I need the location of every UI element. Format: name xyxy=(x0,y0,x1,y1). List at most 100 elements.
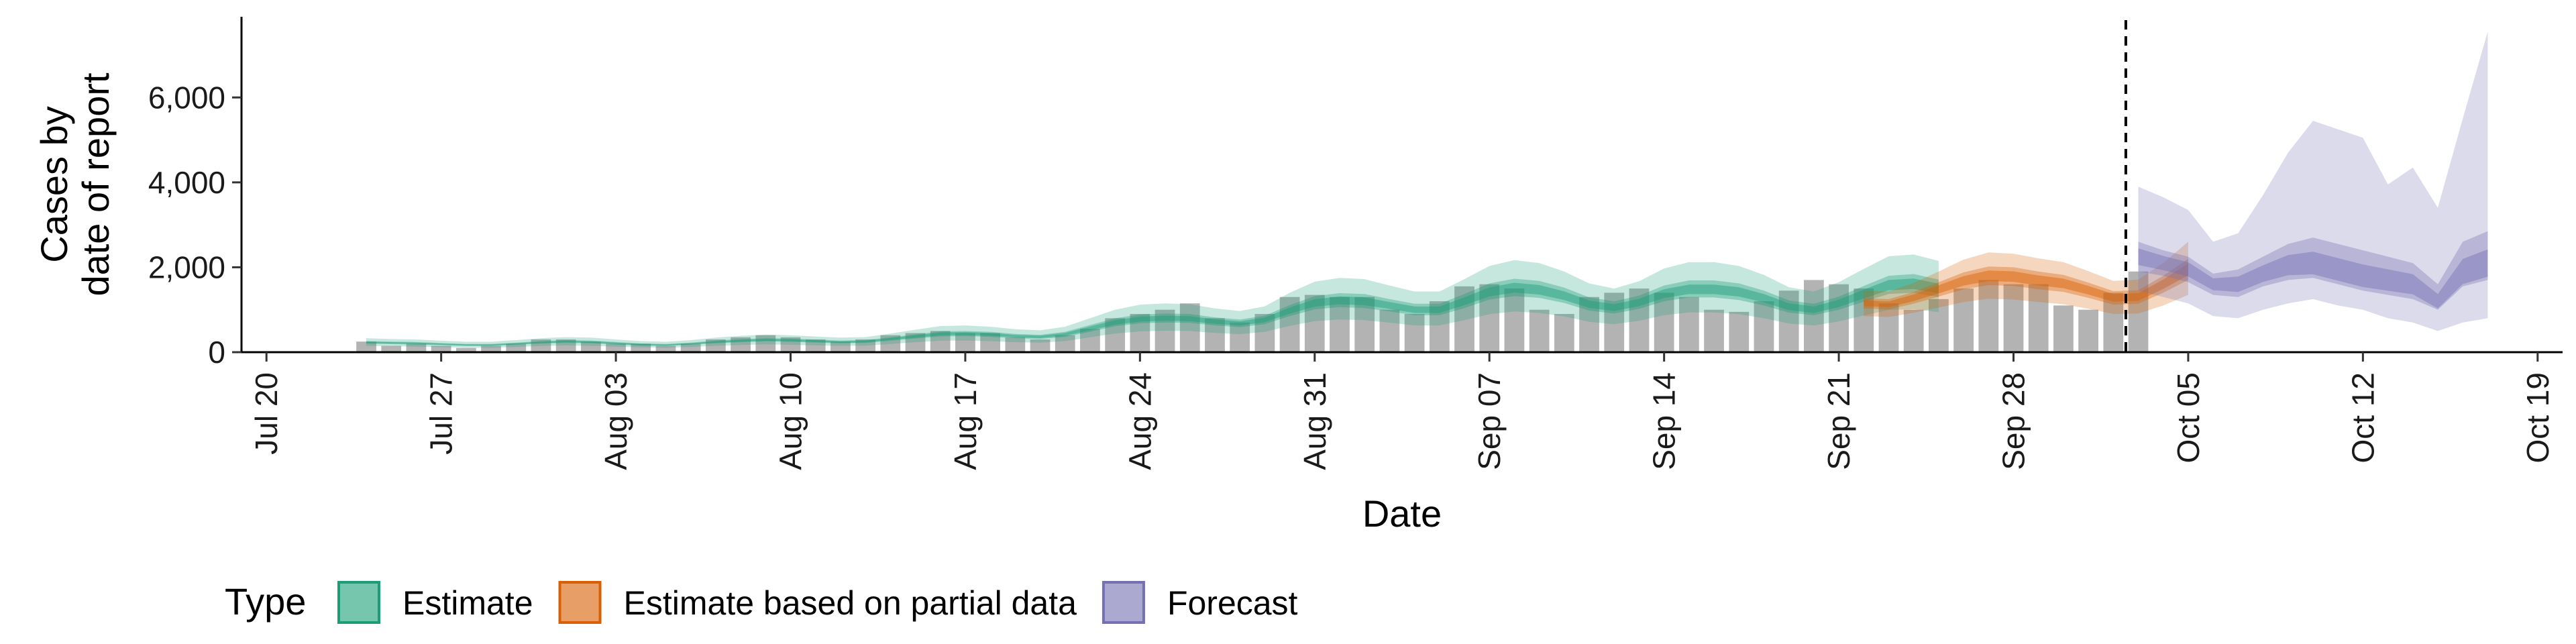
bar-reported-cases xyxy=(1155,309,1175,352)
bar-reported-cases xyxy=(1379,309,1400,352)
x-tick-label: Sep 21 xyxy=(1821,372,1856,470)
bar-reported-cases xyxy=(1579,297,1599,352)
bar-reported-cases xyxy=(431,345,451,352)
bar-reported-cases xyxy=(1005,337,1026,352)
bar-reported-cases xyxy=(1829,284,1849,352)
legend-key-0 xyxy=(337,581,380,624)
x-tick-label: Oct 12 xyxy=(2345,372,2380,464)
x-tick-label: Sep 14 xyxy=(1647,372,1682,470)
bar-reported-cases xyxy=(406,343,427,352)
y-tick-label: 0 xyxy=(208,335,225,370)
bar-reported-cases xyxy=(880,335,901,352)
bar-reported-cases xyxy=(1729,311,1750,352)
bar-reported-cases xyxy=(1678,297,1699,352)
legend-key-1 xyxy=(558,581,602,624)
bar-reported-cases xyxy=(855,339,875,352)
x-tick-label: Sep 07 xyxy=(1472,372,1507,470)
bar-reported-cases xyxy=(580,341,601,352)
bar-reported-cases xyxy=(755,335,776,352)
bar-reported-cases xyxy=(1803,280,1824,352)
x-tick-label: Jul 20 xyxy=(249,372,284,455)
x-tick-label: Sep 28 xyxy=(1996,372,2031,470)
estimate-ci50-band xyxy=(366,274,1939,346)
bar-reported-cases xyxy=(1778,290,1799,352)
bar-reported-cases xyxy=(1304,294,1325,352)
bar-reported-cases xyxy=(1354,297,1375,352)
bar-reported-cases xyxy=(381,345,402,352)
bar-reported-cases xyxy=(1878,303,1899,352)
legend: Type Estimate Estimate based on partial da… xyxy=(225,580,1298,624)
bar-reported-cases xyxy=(1080,329,1100,352)
bar-reported-cases xyxy=(1330,297,1350,352)
bar-reported-cases xyxy=(1529,309,1550,352)
bar-reported-cases xyxy=(655,345,676,352)
bar-reported-cases xyxy=(930,331,951,352)
y-axis-title-line: date of report xyxy=(74,72,117,297)
bar-reported-cases xyxy=(531,339,551,352)
estimate-ci90-band xyxy=(366,254,1939,348)
estimate-bands xyxy=(366,32,2488,348)
x-tick-label: Aug 24 xyxy=(1122,372,1157,470)
bar-reported-cases xyxy=(1279,297,1300,352)
bar-reported-cases xyxy=(1978,280,1999,352)
legend-label: Forecast xyxy=(1167,584,1298,622)
bar-reported-cases xyxy=(506,343,527,352)
x-tick-label: Aug 31 xyxy=(1297,372,1332,470)
bar-reported-cases xyxy=(1604,292,1625,352)
axes: 0 2,000 4,000 6,000 Jul 20 Jul 27 Aug 03 Aug 10… xyxy=(33,17,2563,535)
bar-reported-cases xyxy=(830,341,851,352)
bar-reported-cases xyxy=(1704,309,1724,352)
bar-reported-cases xyxy=(1854,288,1874,352)
bar-reported-cases xyxy=(1179,303,1200,352)
partial-estimate-ci90-band xyxy=(1864,241,2188,317)
bar-reported-cases xyxy=(1429,301,1450,352)
bar-reported-cases xyxy=(606,343,626,352)
bar-reported-cases xyxy=(1404,314,1425,352)
reported-cases-bars xyxy=(356,271,2149,352)
bar-reported-cases xyxy=(455,347,476,352)
bar-reported-cases xyxy=(2003,284,2024,352)
x-tick-label: Oct 19 xyxy=(2520,372,2555,464)
bar-reported-cases xyxy=(706,339,726,352)
bar-reported-cases xyxy=(1130,314,1150,352)
y-tick-label: 4,000 xyxy=(148,165,225,200)
y-axis-title-line: Cases by xyxy=(33,106,75,262)
x-tick-label: Aug 03 xyxy=(598,372,633,470)
bar-reported-cases xyxy=(2078,309,2098,352)
bar-reported-cases xyxy=(481,345,501,352)
forecast-ci50-band xyxy=(2138,231,2488,310)
bar-reported-cases xyxy=(1205,318,1225,352)
legend-key-2 xyxy=(1102,581,1145,624)
bar-reported-cases xyxy=(2053,305,2074,352)
bar-reported-cases xyxy=(2028,284,2049,352)
forecast-ci90-band xyxy=(2138,32,2488,331)
bar-reported-cases xyxy=(2103,292,2124,352)
bar-reported-cases xyxy=(1629,288,1650,352)
y-tick-label: 2,000 xyxy=(148,250,225,284)
estimate-median-band xyxy=(366,278,1939,346)
bar-reported-cases xyxy=(2128,271,2149,352)
bar-reported-cases xyxy=(1754,301,1774,352)
legend-label: Estimate xyxy=(402,584,533,622)
bar-reported-cases xyxy=(980,333,1001,352)
x-tick-label: Aug 10 xyxy=(773,372,808,470)
bar-reported-cases xyxy=(1105,318,1126,352)
x-tick-label: Aug 17 xyxy=(948,372,983,470)
bar-reported-cases xyxy=(1254,314,1275,352)
bar-reported-cases xyxy=(1654,292,1674,352)
bar-reported-cases xyxy=(555,339,576,352)
bar-reported-cases xyxy=(1479,284,1500,352)
x-tick-label: Jul 27 xyxy=(424,372,459,455)
x-tick-label: Oct 05 xyxy=(2171,372,2206,464)
bar-reported-cases xyxy=(1953,288,1974,352)
bar-reported-cases xyxy=(1504,288,1525,352)
bar-reported-cases xyxy=(780,337,801,352)
y-axis-title: Cases bydate of report xyxy=(33,72,117,297)
bar-reported-cases xyxy=(356,341,376,352)
bar-reported-cases xyxy=(955,333,975,352)
bar-reported-cases xyxy=(1929,299,1949,352)
partial-estimate-ci50-band xyxy=(1864,258,2188,310)
y-tick-label: 6,000 xyxy=(148,80,225,115)
partial-estimate-median-band xyxy=(1864,263,2188,307)
